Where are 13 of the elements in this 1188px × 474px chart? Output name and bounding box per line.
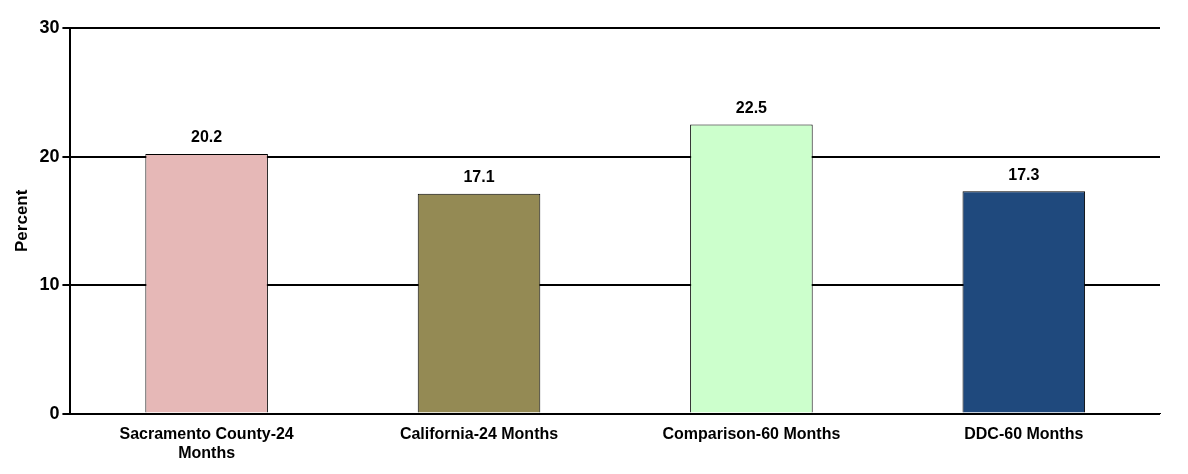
y-tick-label: 10 [39, 274, 60, 295]
data-label: 17.1 [463, 168, 495, 186]
y-tick-label: 30 [39, 16, 60, 37]
x-tick-label: Comparison-60 Months [662, 424, 841, 442]
y-tick-label: 20 [39, 145, 60, 166]
y-tick-label: 0 [49, 402, 60, 423]
x-tick-label: Sacramento County-24 Months [119, 424, 294, 461]
x-tick-label: California-24 Months [399, 424, 559, 442]
data-label: 22.5 [735, 98, 768, 116]
y-axis-title: Percent [11, 189, 31, 252]
x-tick-label: DDC-60 Months [964, 424, 1084, 442]
data-label: 17.3 [1008, 165, 1040, 183]
data-label: 20.2 [191, 128, 223, 146]
